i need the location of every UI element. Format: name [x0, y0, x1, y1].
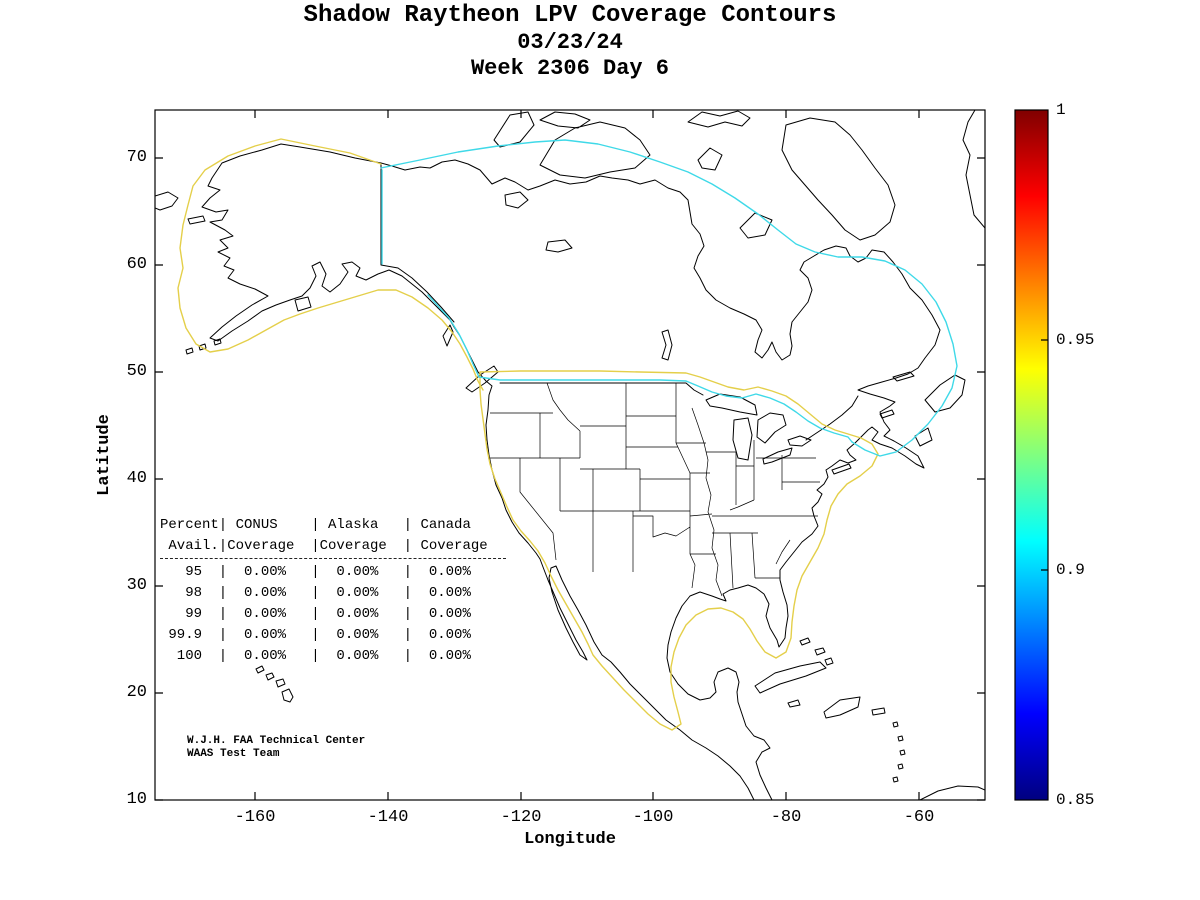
y-tick-label: 20: [126, 683, 147, 702]
coverage-table-row: 95 | 0.00% | 0.00% | 0.00%: [160, 564, 471, 580]
coverage-table-rows: 95 | 0.00% | 0.00% | 0.00% 98 | 0.00% | …: [160, 562, 471, 667]
coverage-table-header-2: Avail.|Coverage |Coverage | Coverage: [160, 538, 488, 554]
coverage-table-row: 100 | 0.00% | 0.00% | 0.00%: [160, 648, 471, 664]
y-tick-label: 10: [126, 790, 147, 809]
x-tick-label: -120: [500, 808, 542, 827]
x-tick-label: -100: [632, 808, 674, 827]
y-tick-label: 60: [126, 255, 147, 274]
chart-title: Shadow Raytheon LPV Coverage Contours: [303, 2, 837, 29]
colorbar-tick-label: 0.9: [1056, 561, 1085, 579]
footer-annotation: W.J.H. FAA Technical Center WAAS Test Tea…: [187, 735, 365, 761]
x-tick-label: -60: [903, 808, 935, 827]
state-border-paths: [488, 382, 820, 597]
plot-box: [154, 109, 986, 801]
colorbar-gradient: [1014, 109, 1049, 801]
y-tick-label: 40: [126, 469, 147, 488]
footer-line-1: W.J.H. FAA Technical Center: [187, 735, 366, 747]
coastline-paths: [155, 110, 985, 800]
colorbar-tick-label: 0.85: [1056, 791, 1095, 809]
coverage-table-row: 99 | 0.00% | 0.00% | 0.00%: [160, 606, 471, 622]
y-tick-label: 70: [126, 148, 147, 167]
colorbar-tick-label: 1: [1056, 101, 1066, 119]
lake-paths: [504, 191, 812, 465]
contour-090-cyan: [380, 139, 958, 457]
coverage-table-row: 98 | 0.00% | 0.00% | 0.00%: [160, 585, 471, 601]
colorbar: [1014, 109, 1049, 801]
title-block: Shadow Raytheon LPV Coverage Contours 03…: [155, 2, 985, 82]
coverage-table-header: Percent| CONUS | Alaska | Canada Avail.|…: [160, 515, 488, 557]
x-tick-label: -80: [770, 808, 802, 827]
chart-week-day: Week 2306 Day 6: [470, 56, 670, 81]
colorbar-tick-label: 0.95: [1056, 331, 1095, 349]
chart-date: 03/23/24: [517, 30, 623, 55]
y-axis-label: Latitude: [95, 414, 114, 496]
y-tick-label: 50: [126, 362, 147, 381]
island-paths: [155, 110, 985, 800]
y-tick-label: 30: [126, 576, 147, 595]
x-tick-label: -140: [367, 808, 409, 827]
axis-tick-marks: [155, 110, 985, 801]
contour-095-yellow: [177, 138, 879, 731]
coverage-table-header-1: Percent| CONUS | Alaska | Canada: [160, 517, 471, 533]
coverage-table-row: 99.9 | 0.00% | 0.00% | 0.00%: [160, 627, 471, 643]
colorbar-tick-marks: [1041, 339, 1048, 571]
x-tick-label: -160: [234, 808, 276, 827]
footer-line-2: WAAS Test Team: [187, 748, 280, 760]
coverage-table-divider: [160, 558, 506, 559]
x-axis-label: Longitude: [524, 830, 616, 849]
border-paths: [380, 162, 859, 441]
